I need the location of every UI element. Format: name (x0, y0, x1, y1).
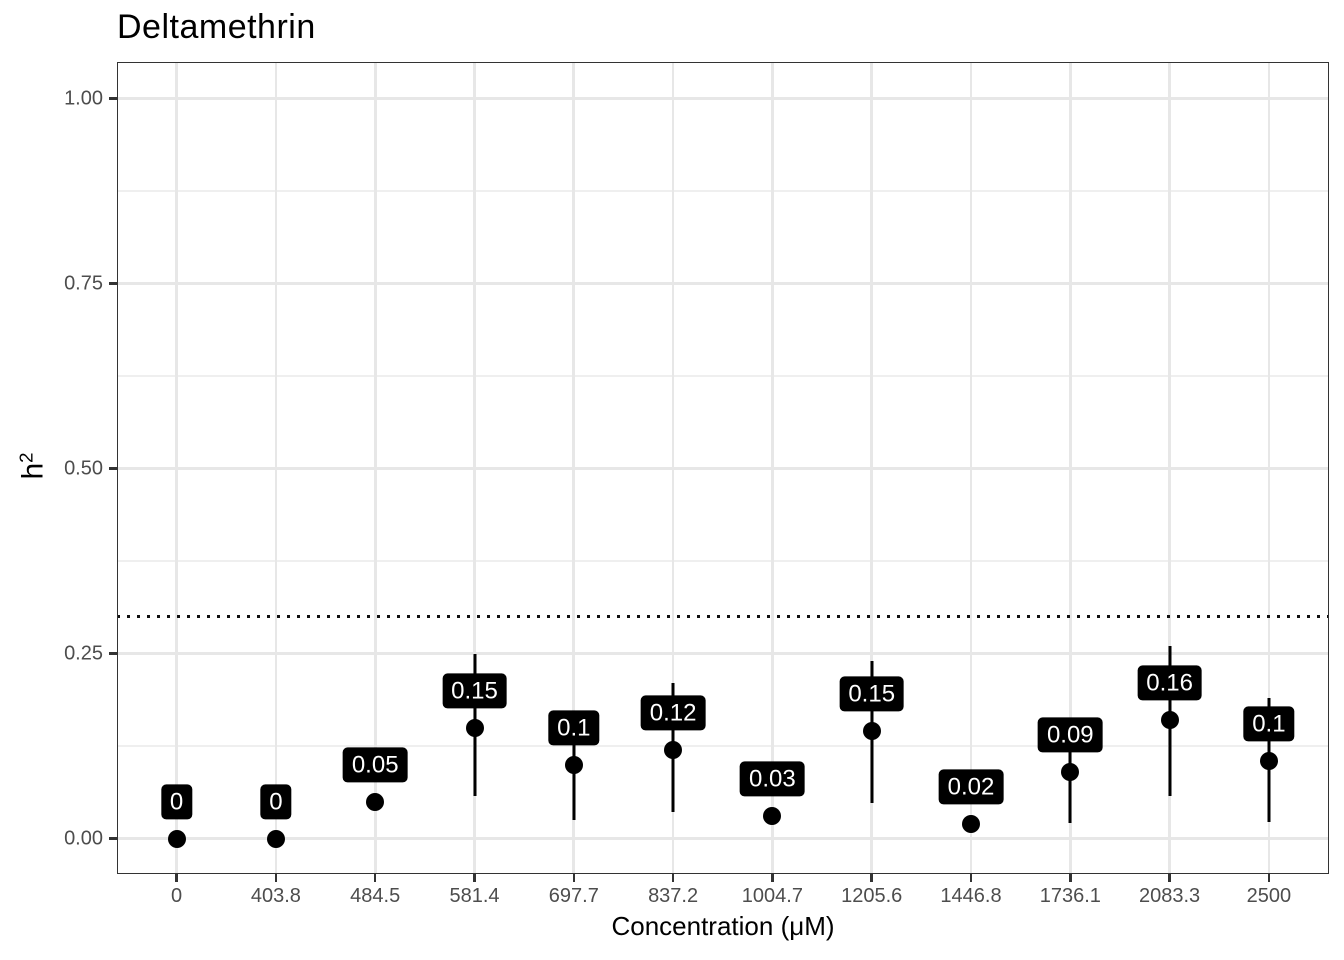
chart-title: Deltamethrin (117, 8, 316, 46)
x-tick-mark (274, 874, 278, 882)
data-point-label: 0.05 (342, 746, 408, 783)
gridline-x-major (771, 62, 774, 874)
x-tick-mark (473, 874, 476, 882)
x-tick-label: 837.2 (648, 885, 699, 907)
x-tick-mark (1168, 874, 1171, 882)
y-tick-mark (109, 97, 117, 100)
data-point (763, 807, 782, 826)
y-axis-title-superscript: 2 (15, 452, 37, 463)
gridline-y-major (117, 97, 1329, 100)
data-point-label: 0 (260, 783, 292, 820)
y-tick-mark (109, 467, 117, 470)
x-tick-mark (870, 874, 873, 882)
data-point (366, 792, 385, 811)
x-tick-mark (969, 874, 973, 882)
gridline-x-major (1168, 62, 1171, 874)
y-tick-label: 0.25 (64, 642, 103, 664)
gridline-x-major (1267, 62, 1271, 874)
x-tick-label: 1205.6 (841, 885, 903, 907)
x-tick-mark (771, 874, 774, 882)
data-point-label: 0.1 (548, 709, 600, 746)
x-tick-label: 403.8 (250, 885, 301, 907)
gridline-x-major (373, 62, 377, 874)
data-point (266, 829, 285, 848)
y-axis-title-base: h (16, 462, 50, 480)
x-tick-label: 697.7 (548, 885, 599, 907)
data-point-label: 0.12 (640, 695, 706, 731)
gridline-x-major (671, 62, 675, 874)
x-tick-label: 484.5 (350, 885, 401, 907)
gridline-y-major (117, 652, 1329, 655)
data-point-label: 0.16 (1137, 665, 1202, 701)
gridline-y-minor (117, 745, 1329, 747)
gridline-x-major (969, 62, 973, 874)
gridline-y-minor (117, 560, 1329, 562)
gridline-x-major (870, 62, 874, 874)
errorbar (572, 727, 576, 820)
data-point-label: 0.15 (839, 676, 905, 712)
x-tick-mark (1069, 874, 1072, 882)
x-tick-label: 0 (171, 885, 183, 907)
x-tick-label: 1004.7 (741, 885, 803, 907)
data-point (1160, 711, 1179, 730)
x-tick-label: 1446.8 (940, 885, 1002, 907)
x-tick-label: 581.4 (449, 885, 500, 907)
data-point (564, 755, 583, 774)
gridline-x-major (274, 62, 278, 874)
gridline-y-minor (117, 190, 1329, 192)
gridline-y-minor (117, 375, 1329, 377)
x-tick-mark (1267, 874, 1271, 882)
data-point (1061, 762, 1080, 781)
data-point-label: 0 (160, 783, 193, 820)
reference-line (117, 614, 1329, 619)
data-point (664, 740, 683, 759)
gridline-x-major (473, 62, 476, 874)
data-point (167, 829, 186, 848)
gridline-x-major (572, 62, 576, 874)
y-tick-mark (109, 837, 117, 840)
y-tick-label: 0.50 (64, 457, 103, 479)
y-tick-label: 1.00 (64, 87, 103, 109)
y-tick-mark (109, 652, 117, 655)
data-point-label: 0.1 (1243, 706, 1295, 742)
gridline-y-major (117, 837, 1329, 840)
x-tick-label: 2083.3 (1139, 885, 1201, 907)
data-point-label: 0.03 (740, 761, 805, 797)
x-tick-mark (373, 874, 377, 882)
x-tick-mark (175, 874, 178, 882)
y-tick-label: 0.75 (64, 272, 103, 294)
x-tick-mark (671, 874, 675, 882)
data-point (1259, 751, 1278, 770)
data-point-label: 0.15 (442, 672, 507, 709)
data-point-label: 0.02 (938, 769, 1004, 805)
x-tick-mark (572, 874, 576, 882)
x-axis-title: Concentration (μM) (611, 911, 835, 941)
data-point (465, 718, 484, 737)
gridline-y-major (117, 282, 1329, 285)
y-axis-title-text: h2 (15, 452, 50, 479)
gridline-x-major (175, 62, 178, 874)
data-point (962, 814, 980, 833)
gridline-y-major (117, 467, 1329, 470)
data-point-label: 0.09 (1037, 717, 1103, 753)
y-tick-mark (109, 282, 117, 285)
data-point (862, 722, 881, 741)
gridline-x-major (1068, 62, 1072, 874)
y-tick-label: 0.00 (64, 827, 103, 849)
x-tick-label: 1736.1 (1039, 885, 1101, 907)
x-tick-label: 2500 (1246, 885, 1292, 907)
